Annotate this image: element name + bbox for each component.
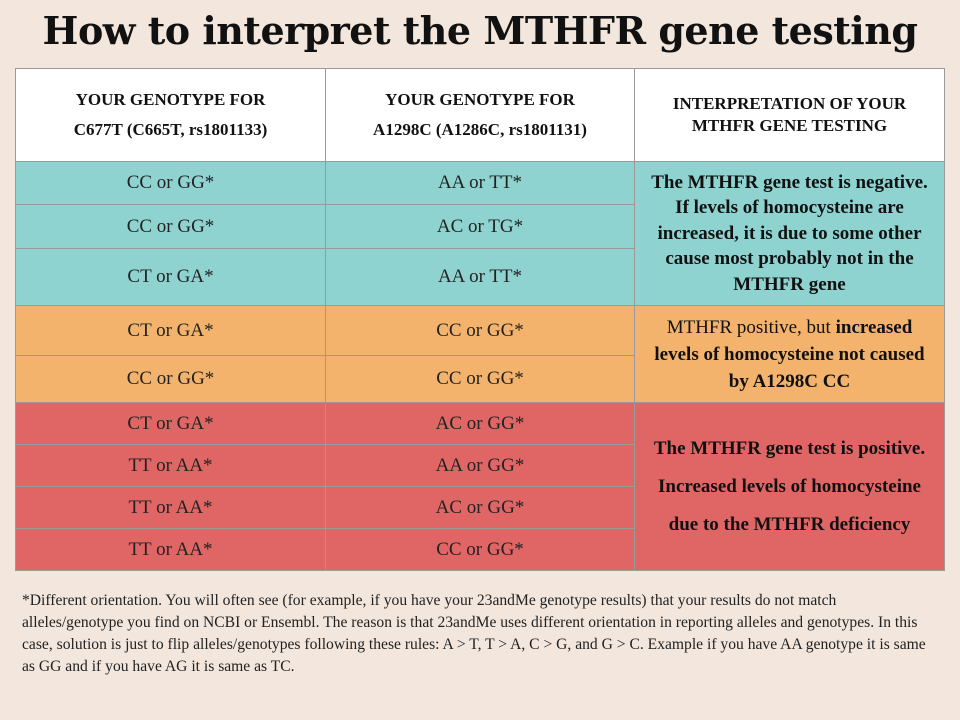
c677t-cell: TT or AA* <box>15 528 326 571</box>
header-interpretation: INTERPRETATION OF YOUR MTHFR GENE TESTIN… <box>634 68 945 162</box>
c677t-cell: TT or AA* <box>15 486 326 529</box>
page-title: How to interpret the MTHFR gene testing <box>42 8 918 53</box>
c677t-cell: CC or GG* <box>15 161 326 205</box>
a1298c-cell: AA or GG* <box>325 444 635 487</box>
c677t-cell: CC or GG* <box>15 355 326 403</box>
interpretation-partial-lead: MTHFR positive, but <box>666 316 836 338</box>
table-row: CC or GG* AA or TT* The MTHFR gene test … <box>15 161 945 306</box>
a1298c-cell: CC or GG* <box>325 305 635 356</box>
header-c677t-line1: YOUR GENOTYPE FOR <box>75 90 266 109</box>
mthfr-interpretation-table: YOUR GENOTYPE FOR C677T (C665T, rs180113… <box>15 68 945 571</box>
a1298c-cell: AA or TT* <box>325 161 635 205</box>
table-row: CT or GA* AA or TT* <box>15 248 945 306</box>
header-a1298c: YOUR GENOTYPE FOR A1298C (A1286C, rs1801… <box>325 68 635 162</box>
header-c677t-line2: C677T (C665T, rs1801133) <box>73 120 268 139</box>
c677t-cell: TT or AA* <box>15 444 326 487</box>
table-row: CT or GA* AC or GG* The MTHFR gene test … <box>15 402 945 571</box>
table-row: CC or GG* AC or TG* <box>15 204 945 249</box>
a1298c-cell: AC or GG* <box>325 486 635 529</box>
c677t-cell: CT or GA* <box>15 248 326 306</box>
footnote: *Different orientation. You will often s… <box>22 592 926 675</box>
c677t-cell: CT or GA* <box>15 305 326 356</box>
interpretation-negative: The MTHFR gene test is negative. If leve… <box>634 161 945 306</box>
header-a1298c-line1: YOUR GENOTYPE FOR <box>385 90 575 109</box>
a1298c-cell: CC or GG* <box>325 355 635 403</box>
a1298c-cell: AC or TG* <box>325 204 635 249</box>
header-c677t: YOUR GENOTYPE FOR C677T (C665T, rs180113… <box>15 68 326 162</box>
table-row: TT or AA* AC or GG* <box>15 486 945 529</box>
a1298c-cell: AA or TT* <box>325 248 635 306</box>
a1298c-cell: CC or GG* <box>325 528 635 571</box>
table-row: TT or AA* AA or GG* <box>15 444 945 487</box>
table-row: TT or AA* CC or GG* <box>15 528 945 571</box>
a1298c-cell: AC or GG* <box>325 402 635 445</box>
interpretation-partial: MTHFR positive, but increased levels of … <box>634 305 945 403</box>
interpretation-partial-bold: increased levels of homocysteine not cau… <box>654 316 925 392</box>
c677t-cell: CC or GG* <box>15 204 326 249</box>
header-row: YOUR GENOTYPE FOR C677T (C665T, rs180113… <box>15 68 945 162</box>
interpretation-positive: The MTHFR gene test is positive. Increas… <box>634 402 945 571</box>
table-row: CT or GA* CC or GG* MTHFR positive, but … <box>15 305 945 403</box>
header-a1298c-line2: A1298C (A1286C, rs1801131) <box>373 120 587 139</box>
c677t-cell: CT or GA* <box>15 402 326 445</box>
